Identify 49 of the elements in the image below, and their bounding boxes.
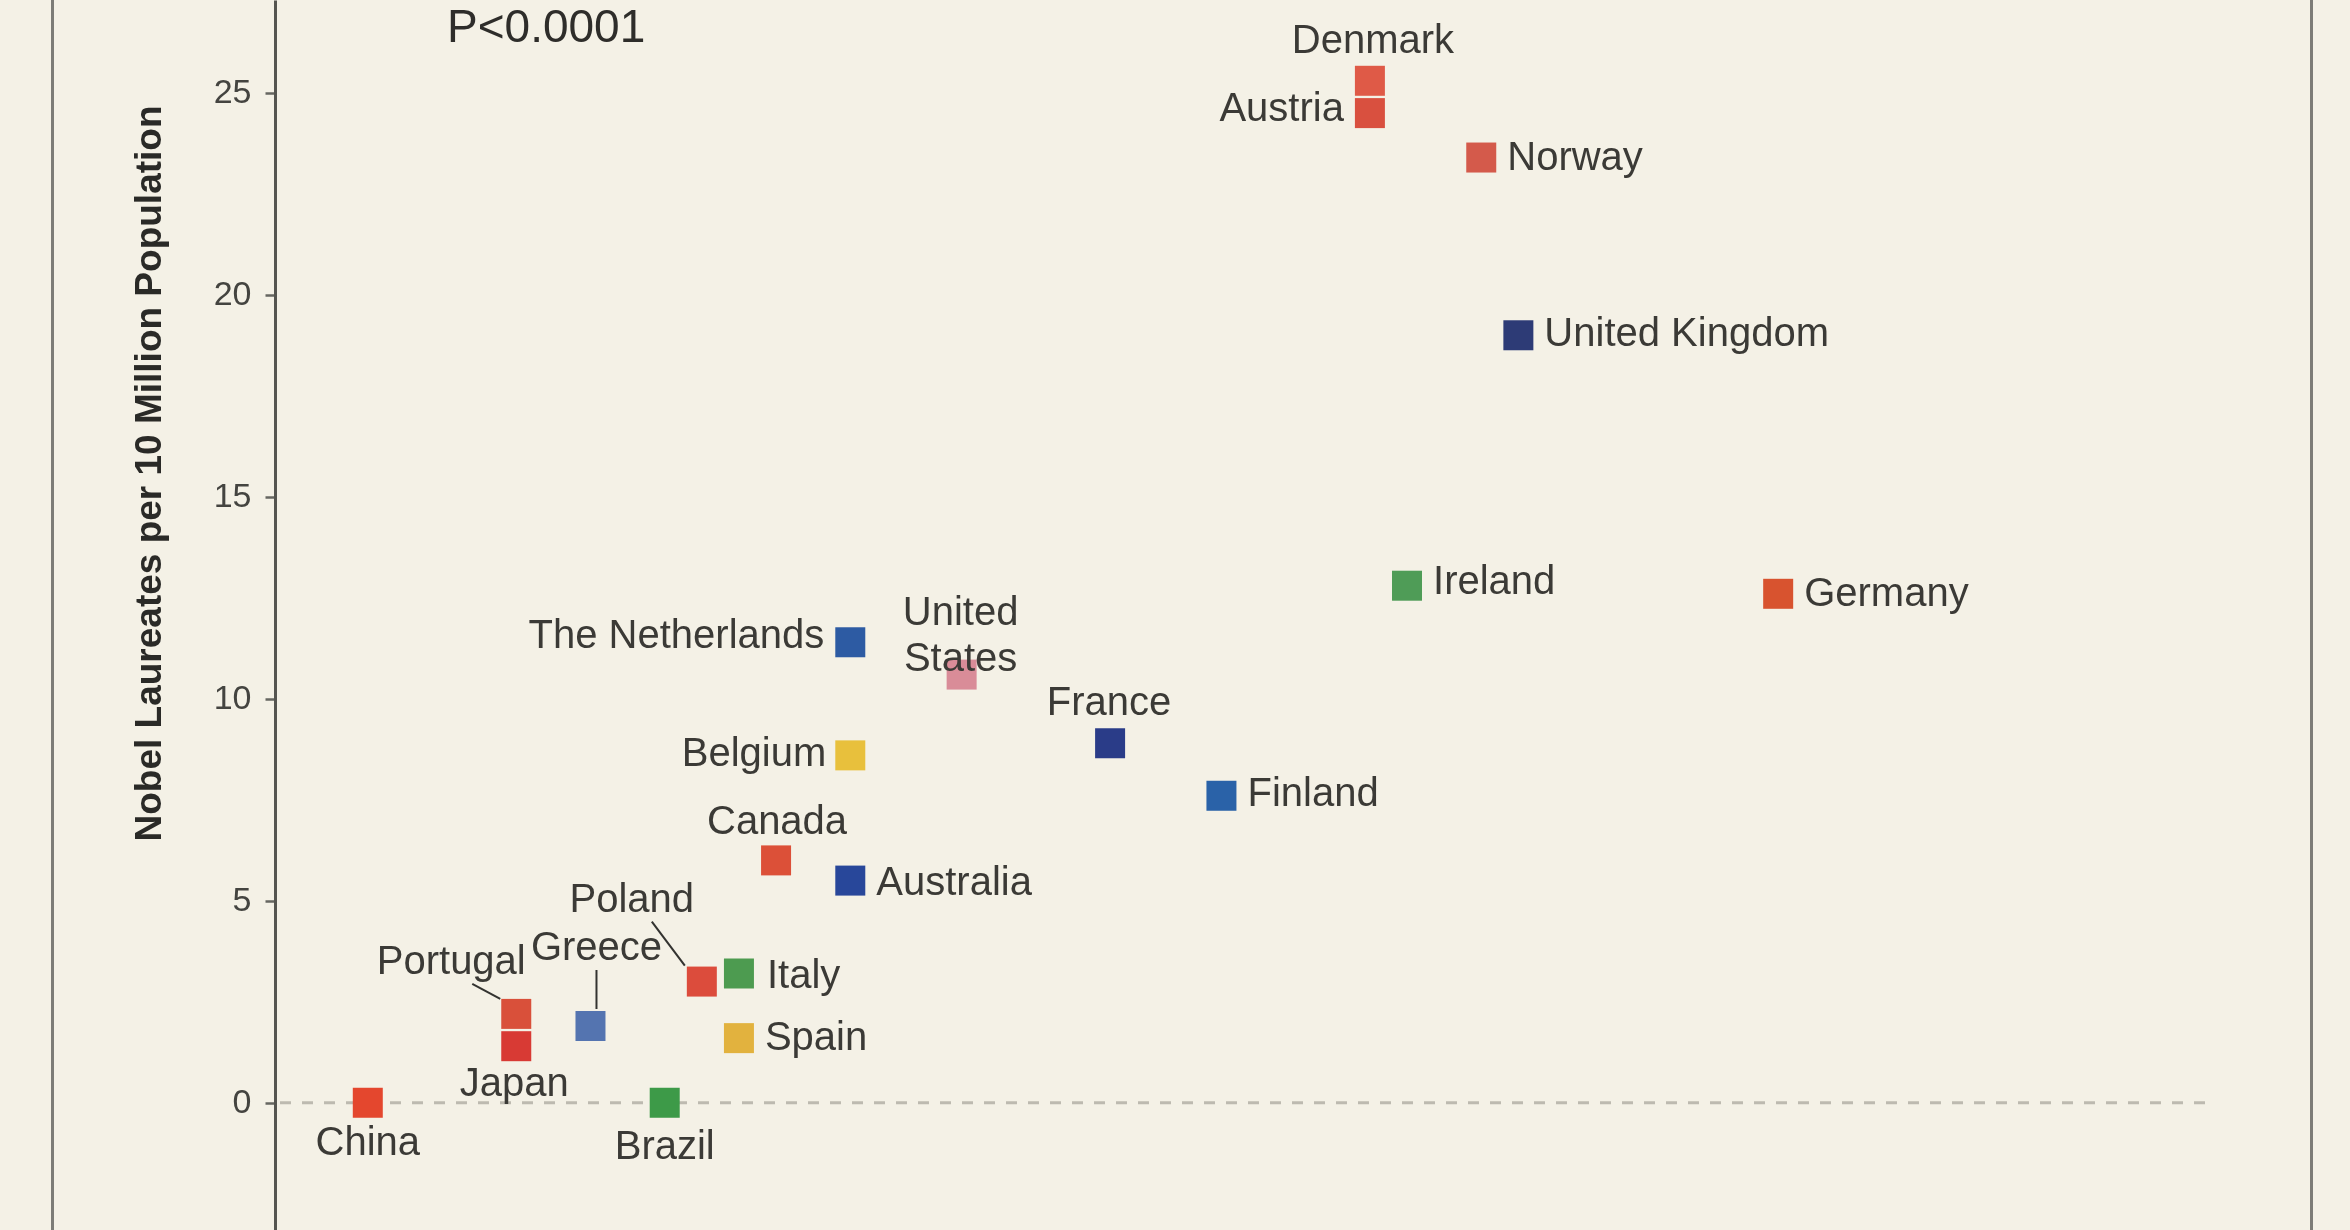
series-label: France	[1046, 679, 1172, 724]
point	[1503, 320, 1534, 351]
point	[649, 1087, 680, 1118]
point	[723, 958, 754, 989]
annotation: P<0.0001	[447, 0, 646, 52]
series-label: United States	[902, 588, 1019, 679]
series-label: Germany	[1804, 569, 1969, 614]
point	[1763, 578, 1794, 609]
series-label: Canada	[707, 798, 848, 843]
y-tick-label: 10	[213, 678, 252, 717]
point	[1392, 570, 1423, 601]
point	[686, 966, 717, 997]
point	[835, 740, 866, 771]
series-label: Australia	[876, 858, 1033, 903]
point	[1095, 728, 1126, 759]
series-label: Ireland	[1433, 557, 1556, 602]
series-label: Belgium	[681, 730, 827, 775]
point	[1466, 142, 1497, 173]
series-label: Portugal	[376, 937, 526, 982]
series-label: Greece	[530, 924, 663, 969]
series-label: Brazil	[614, 1122, 715, 1167]
series-label: Finland	[1247, 769, 1379, 814]
series-label: Italy	[766, 952, 841, 997]
y-tick-label: 20	[213, 274, 252, 313]
point	[1206, 780, 1237, 811]
series-label: Poland	[569, 875, 695, 920]
point	[761, 845, 792, 876]
point	[352, 1087, 383, 1118]
series-label: United Kingdom	[1544, 310, 1829, 355]
point	[1354, 98, 1385, 129]
series-label: China	[315, 1118, 421, 1163]
series-label: Spain	[764, 1014, 868, 1059]
point	[723, 1023, 754, 1054]
series-label: Austria	[1219, 85, 1345, 130]
y-tick-label: 5	[232, 880, 252, 919]
point	[1354, 65, 1385, 96]
point	[835, 627, 866, 658]
point	[501, 1031, 532, 1062]
y-tick-label: 15	[213, 476, 252, 515]
series-label: Denmark	[1291, 16, 1456, 61]
series-label: Norway	[1507, 133, 1643, 178]
y-tick-label: 25	[213, 72, 252, 111]
series-label: Japan	[459, 1060, 569, 1105]
y-tick-label: 0	[232, 1082, 252, 1121]
point	[835, 865, 866, 896]
point	[575, 1011, 606, 1042]
y-axis-title: Nobel Laureates per 10 Million Population	[127, 105, 169, 842]
point	[501, 998, 532, 1029]
series-label: The Netherlands	[528, 612, 825, 657]
